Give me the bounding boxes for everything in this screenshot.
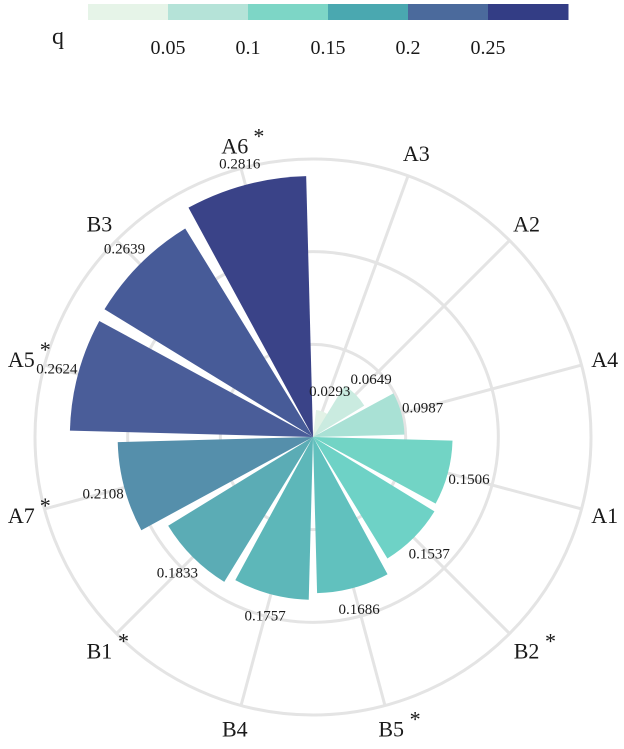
- bar-a6: [188, 176, 313, 438]
- value-label-b3: 0.2639: [104, 242, 145, 258]
- grid-circle: [33, 157, 593, 717]
- legend-title: q: [52, 24, 64, 50]
- legend-ticks: 0.05 0.1 0.15 0.2 0.25: [151, 37, 506, 59]
- legend-tick-label: 0.25: [471, 37, 506, 59]
- bar-b2: [313, 437, 435, 559]
- value-label-b2: 0.1537: [409, 546, 451, 562]
- value-label-a1: 0.1506: [448, 472, 490, 488]
- legend-tick-label: 0.1: [236, 37, 261, 59]
- legend-swatch: [408, 4, 489, 20]
- category-label-b1: B1: [87, 639, 113, 664]
- category-label-a3: A3: [403, 141, 430, 166]
- bar-a1: [313, 437, 453, 504]
- category-label-b2: B2: [514, 639, 540, 664]
- legend-tick-label: 0.2: [396, 37, 421, 59]
- significance-star: *: [40, 493, 51, 518]
- value-label-a2: 0.0649: [350, 372, 391, 388]
- value-label-a6: 0.2816: [219, 157, 261, 173]
- category-label-a4: A4: [591, 347, 618, 372]
- bar-a7: [117, 437, 313, 531]
- bar-a3: [313, 410, 328, 437]
- value-label-a5: 0.2624: [36, 361, 78, 377]
- value-label-b1: 0.1833: [157, 566, 198, 582]
- value-label-b4: 0.1757: [245, 609, 287, 625]
- category-label-a6: A6: [221, 133, 248, 158]
- grid-circle: [126, 250, 500, 624]
- legend-swatch: [248, 4, 329, 20]
- bars: [69, 176, 453, 600]
- value-label-b5: 0.1686: [339, 602, 381, 618]
- legend-tick-label: 0.15: [311, 37, 346, 59]
- grid-circle: [218, 342, 408, 532]
- significance-star: *: [40, 337, 51, 362]
- bar-a5: [69, 320, 313, 437]
- grid-spoke: [311, 175, 410, 438]
- bar-a2: [313, 385, 365, 437]
- legend-swatch: [88, 4, 169, 20]
- legend-tick-label: 0.05: [151, 37, 186, 59]
- bar-b3: [104, 228, 313, 437]
- legend-swatch: [488, 4, 569, 20]
- legend-swatch: [328, 4, 409, 20]
- category-label-a1: A1: [591, 503, 618, 528]
- category-label-b3: B3: [87, 211, 113, 236]
- bar-b1: [168, 437, 313, 582]
- significance-star: *: [118, 629, 129, 654]
- value-label-a7: 0.2108: [82, 486, 123, 502]
- category-label-b5: B5: [378, 717, 404, 742]
- category-label-b4: B4: [222, 717, 248, 742]
- category-label-a2: A2: [513, 211, 540, 236]
- bar-a4: [313, 393, 405, 437]
- category-label-a7: A7: [8, 503, 35, 528]
- legend-swatch: [168, 4, 249, 20]
- category-label-a5: A5: [8, 347, 35, 372]
- legend-color-bar: [88, 4, 569, 20]
- bar-b4: [235, 437, 313, 600]
- value-label-a4: 0.0987: [402, 401, 444, 417]
- bar-b5: [313, 437, 388, 594]
- value-label-a3: 0.0293: [309, 384, 350, 400]
- significance-star: *: [253, 123, 264, 148]
- significance-star: *: [410, 707, 421, 732]
- significance-star: *: [545, 629, 556, 654]
- legend: 0.05 0.1 0.15 0.2 0.25 q: [52, 4, 569, 59]
